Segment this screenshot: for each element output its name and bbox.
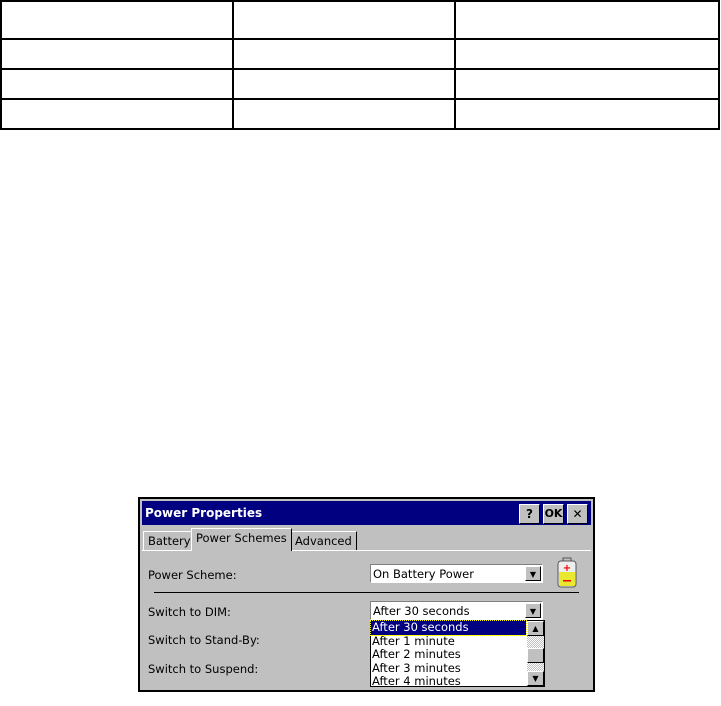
- dim-value: After 30 seconds: [373, 604, 470, 618]
- power-scheme-select[interactable]: On Battery Power ▼: [370, 564, 543, 583]
- tab-power-schemes[interactable]: Power Schemes: [191, 528, 292, 551]
- standby-label: Switch to Stand-By:: [148, 633, 260, 647]
- tab-advanced[interactable]: Advanced: [290, 531, 357, 550]
- list-item[interactable]: After 3 minutes: [372, 660, 461, 675]
- table-cell: [454, 68, 720, 100]
- scroll-up-arrow-icon[interactable]: ▲: [527, 621, 544, 636]
- list-item[interactable]: After 1 minute: [372, 633, 455, 648]
- chevron-down-icon[interactable]: ▼: [525, 603, 541, 618]
- divider: [154, 592, 579, 593]
- power-scheme-value: On Battery Power: [373, 567, 474, 581]
- dim-label: Switch to DIM:: [148, 605, 231, 619]
- power-scheme-label: Power Scheme:: [148, 568, 237, 582]
- table-cell: [232, 98, 456, 130]
- scrollbar[interactable]: ▲ ▼: [527, 621, 544, 686]
- dim-select[interactable]: After 30 seconds ▼: [370, 601, 543, 620]
- table-cell: [0, 38, 234, 70]
- list-item[interactable]: After 2 minutes: [372, 647, 461, 661]
- table-cell: [454, 98, 720, 130]
- svg-text:+: +: [563, 563, 571, 574]
- dim-dropdown-list: After 30 seconds After 1 minute After 2 …: [370, 620, 545, 688]
- table-cell: [0, 98, 234, 130]
- battery-icon: +: [557, 557, 577, 588]
- list-item[interactable]: After 30 seconds: [370, 620, 527, 636]
- power-properties-dialog: Power Properties ? OK ✕ Battery Power Sc…: [138, 497, 595, 692]
- table-cell: [232, 0, 456, 40]
- table-cell: [232, 68, 456, 100]
- table-cell: [0, 0, 234, 40]
- chevron-down-icon[interactable]: ▼: [525, 566, 541, 581]
- tab-panel: [142, 550, 591, 688]
- suspend-label: Switch to Suspend:: [148, 662, 259, 676]
- scroll-down-arrow-icon[interactable]: ▼: [527, 671, 544, 686]
- table-cell: [0, 68, 234, 100]
- table-cell: [232, 38, 456, 70]
- dialog-title: Power Properties: [145, 506, 263, 520]
- list-item[interactable]: After 4 minutes: [372, 674, 461, 688]
- table-cell: [454, 0, 720, 40]
- table-cell: [454, 38, 720, 70]
- empty-table: [0, 0, 720, 130]
- help-button[interactable]: ?: [519, 504, 540, 524]
- title-bar: Power Properties ? OK ✕: [142, 501, 591, 525]
- ok-button[interactable]: OK: [543, 504, 564, 524]
- scroll-thumb[interactable]: [527, 648, 544, 663]
- tab-battery[interactable]: Battery: [143, 531, 196, 550]
- close-button[interactable]: ✕: [567, 504, 588, 524]
